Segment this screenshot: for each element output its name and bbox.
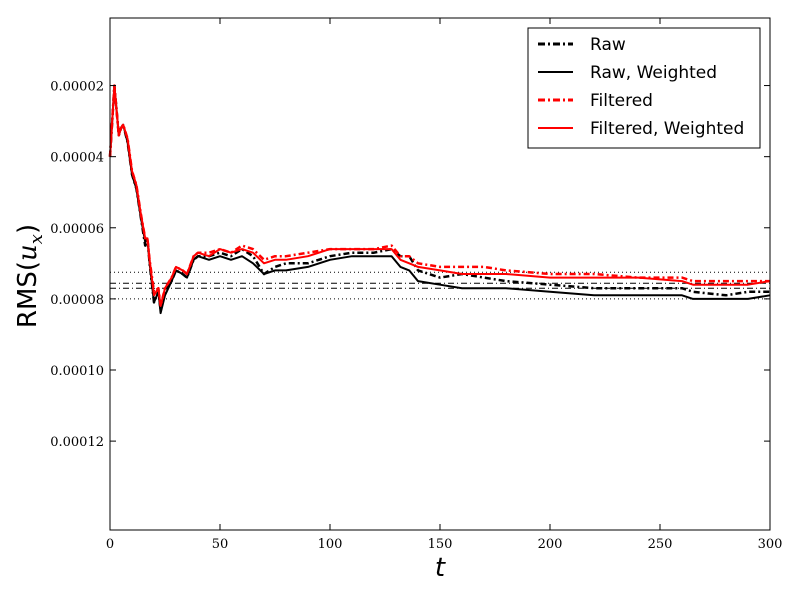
y-tick-label: 0.00004: [50, 151, 104, 166]
y-tick-label: 0.00006: [50, 222, 104, 237]
legend-label-raw: Raw: [590, 35, 626, 55]
x-tick-label: 300: [758, 537, 783, 552]
series-line-filtered-weighted: [109, 84, 771, 307]
x-tick-label: 100: [318, 537, 343, 552]
y-axis-label: RMS(ux): [13, 224, 47, 328]
x-tick-label: 250: [648, 537, 673, 552]
legend-label-raw-weighted: Raw, Weighted: [590, 63, 717, 83]
y-tick-label: 0.00010: [50, 364, 104, 379]
y-tick-label: 0.00012: [50, 435, 104, 450]
series-layer: [108, 84, 771, 315]
x-axis: 0 50 100 150 200 250 300: [106, 18, 783, 552]
reference-lines: [110, 271, 770, 300]
x-tick-label: 200: [538, 537, 563, 552]
legend-label-filtered-weighted: Filtered, Weighted: [590, 119, 744, 139]
y-axis: 0.00002 0.00004 0.00006 0.00008 0.00010 0.000…: [50, 80, 770, 450]
y-tick-label: 0.00002: [50, 80, 104, 95]
x-tick-label: 0: [106, 537, 114, 552]
series-line-raw: [108, 84, 770, 311]
legend-label-filtered: Filtered: [590, 91, 653, 111]
x-tick-label: 50: [212, 537, 229, 552]
x-axis-label: t: [435, 553, 446, 583]
legend: Raw Raw, Weighted Filtered Filtered, Wei…: [527, 27, 761, 149]
x-tick-label: 150: [428, 537, 453, 552]
y-tick-label: 0.00008: [50, 293, 104, 308]
